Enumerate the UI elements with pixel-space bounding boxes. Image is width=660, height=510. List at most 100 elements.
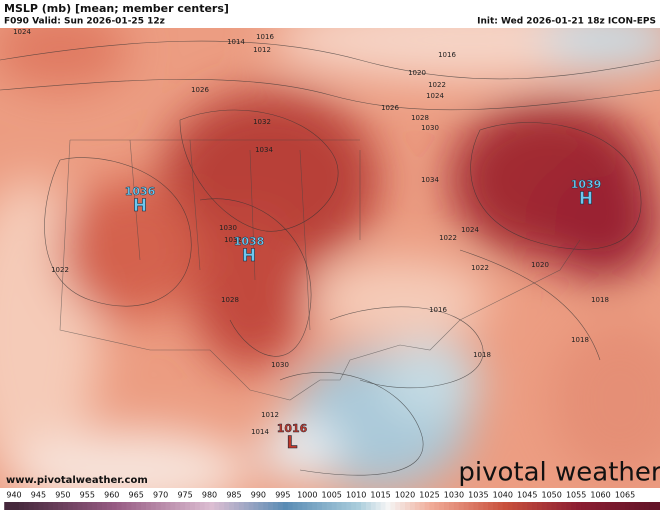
- colorbar-swatch: [170, 502, 176, 510]
- colorbar-swatch: [33, 502, 39, 510]
- colorbar-swatch: [385, 502, 391, 510]
- footer-url: www.pivotalweather.com: [6, 475, 148, 486]
- colorbar-swatch: [390, 502, 396, 510]
- colorbar-tick-label: 1065: [615, 491, 635, 500]
- colorbar-swatch: [302, 502, 308, 510]
- colorbar-swatch: [18, 502, 25, 510]
- colorbar-swatch: [263, 502, 269, 510]
- colorbar-tick-label: 1015: [370, 491, 390, 500]
- colorbar-swatch: [282, 502, 289, 510]
- colorbar-swatch: [634, 502, 641, 510]
- colorbar-swatch: [28, 502, 35, 510]
- colorbar-tick-label: 975: [177, 491, 192, 500]
- isobar-label: 1026: [381, 104, 399, 112]
- isobar-label: 1028: [411, 114, 429, 122]
- colorbar-swatch: [429, 502, 435, 510]
- colorbar-swatch: [287, 502, 294, 510]
- colorbar-tick-label: 1045: [517, 491, 537, 500]
- colorbar-swatch: [483, 502, 489, 510]
- colorbar-swatch: [48, 502, 54, 510]
- valid-time: F090 Valid: Sun 2026-01-25 12z: [4, 17, 165, 27]
- colorbar-swatch: [204, 502, 211, 510]
- colorbar-tick-label: 965: [129, 491, 144, 500]
- colorbar-swatch: [101, 502, 108, 510]
- isobar-label: 1030: [219, 224, 237, 232]
- colorbar-tick-label: 1060: [590, 491, 610, 500]
- colorbar-swatch: [356, 502, 362, 510]
- isobar-label: 1016: [438, 51, 456, 59]
- colorbar-tick-label: 1030: [444, 491, 464, 500]
- colorbar-swatch: [473, 502, 479, 510]
- colorbar-swatch: [424, 502, 430, 510]
- colorbar-tick-label: 945: [31, 491, 46, 500]
- colorbar-swatch: [561, 502, 567, 510]
- colorbar-swatch: [610, 502, 616, 510]
- colorbar-swatch: [365, 502, 372, 510]
- colorbar-swatch: [444, 502, 450, 510]
- center-symbol: H: [579, 189, 593, 209]
- colorbar-swatch: [312, 502, 318, 510]
- colorbar-swatch: [273, 502, 279, 510]
- colorbar-swatch: [463, 502, 470, 510]
- colorbar-swatch: [336, 502, 342, 510]
- colorbar-swatch: [361, 502, 367, 510]
- isobar-label: 1022: [51, 266, 69, 274]
- colorbar-swatch: [502, 502, 509, 510]
- colorbar-tick-label: 940: [6, 491, 21, 500]
- center-symbol: H: [242, 246, 256, 266]
- colorbar-swatch: [77, 502, 83, 510]
- colorbar-swatch: [253, 502, 259, 510]
- colorbar-swatch: [654, 502, 660, 510]
- colorbar-swatch: [331, 502, 338, 510]
- colorbar-swatch: [9, 502, 15, 510]
- colorbar-tick-label: 1055: [566, 491, 586, 500]
- colorbar-swatch: [605, 502, 611, 510]
- colorbar-swatch: [214, 502, 220, 510]
- colorbar-swatch: [131, 502, 137, 510]
- colorbar-tick-label: 990: [251, 491, 266, 500]
- isobar-label: 1014: [251, 428, 269, 436]
- colorbar-tick-label: 985: [226, 491, 241, 500]
- isobar-label: 1018: [591, 296, 609, 304]
- colorbar-swatch: [527, 502, 533, 510]
- colorbar-swatch: [546, 502, 553, 510]
- colorbar-swatch: [419, 502, 426, 510]
- map-title: MSLP (mb) [mean; member centers]: [4, 2, 229, 15]
- colorbar-swatch: [600, 502, 606, 510]
- colorbar-swatch: [370, 502, 377, 510]
- colorbar-swatch: [532, 502, 538, 510]
- colorbar-tick-label: 950: [55, 491, 70, 500]
- colorbar-swatch: [590, 502, 597, 510]
- colorbar-swatch: [414, 502, 421, 510]
- isobar-label: 1020: [531, 261, 549, 269]
- colorbar-swatch: [150, 502, 157, 510]
- isobar-label: 1032: [224, 236, 242, 244]
- isobar-label: 1022: [471, 264, 489, 272]
- colorbar-swatch: [141, 502, 147, 510]
- isobar-label: 1022: [439, 234, 457, 242]
- colorbar-swatch: [62, 502, 69, 510]
- colorbar-swatch: [111, 502, 118, 510]
- colorbar-swatch: [14, 502, 20, 510]
- colorbar-swatch: [405, 502, 411, 510]
- colorbar-tick-label: 995: [275, 491, 290, 500]
- isobar-label: 1018: [571, 336, 589, 344]
- colorbar-swatch: [434, 502, 440, 510]
- isobar-label: 1024: [461, 226, 479, 234]
- colorbar-swatch: [248, 502, 255, 510]
- center-symbol: H: [133, 196, 147, 216]
- isobar-label: 1014: [227, 38, 245, 46]
- colorbar-swatch: [97, 502, 103, 510]
- colorbar-swatch: [43, 502, 49, 510]
- colorbar-swatch: [458, 502, 465, 510]
- colorbar-swatch: [380, 502, 386, 510]
- colorbar-swatch: [185, 502, 191, 510]
- colorbar-swatch: [581, 502, 587, 510]
- colorbar-swatch: [644, 502, 650, 510]
- colorbar-swatch: [351, 502, 357, 510]
- colorbar-swatch: [341, 502, 347, 510]
- isobar-label: 1022: [428, 81, 446, 89]
- colorbar-swatch: [571, 502, 577, 510]
- colorbar-swatch: [258, 502, 264, 510]
